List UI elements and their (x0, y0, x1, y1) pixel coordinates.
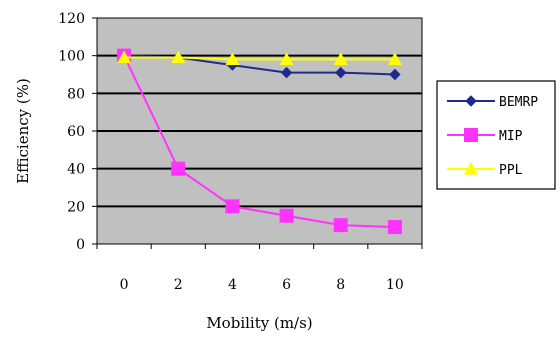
y-tick-label: 60 (67, 124, 85, 140)
data-point-mip (225, 199, 240, 214)
series-ppl (117, 50, 402, 66)
series-line-ppl (124, 56, 395, 61)
x-axis-ticks: 0 2 4 6 8 10 (96, 244, 423, 293)
data-point-mip (171, 161, 186, 176)
data-point-bemrp (389, 68, 401, 81)
x-tick-label: 8 (336, 277, 345, 293)
y-tick-label: 0 (76, 237, 85, 253)
data-point-ppl (117, 50, 132, 64)
legend-marker (464, 128, 478, 142)
y-axis-ticks: 0 20 40 60 80 100 120 (58, 11, 97, 253)
legend-label: PPL (499, 163, 523, 178)
data-point-mip (333, 218, 348, 233)
series-layer (117, 48, 402, 235)
data-point-ppl (333, 52, 348, 66)
x-tick-label: 0 (120, 277, 129, 293)
y-tick-label: 120 (58, 11, 85, 27)
data-point-mip (279, 208, 294, 223)
y-tick-label: 100 (58, 49, 85, 65)
y-tick-label: 80 (67, 86, 85, 102)
x-axis-label: Mobility (m/s) (206, 314, 312, 332)
legend-entry-mip: MIP (447, 128, 523, 144)
x-tick-label: 2 (174, 277, 183, 293)
x-tick-label: 10 (386, 277, 404, 293)
data-point-ppl (279, 52, 294, 66)
y-tick-label: 40 (67, 162, 85, 178)
legend-marker (464, 162, 478, 175)
x-tick-label: 6 (282, 277, 291, 293)
data-point-ppl (225, 52, 240, 66)
data-point-bemrp (280, 66, 293, 79)
legend-entry-ppl: PPL (447, 162, 523, 178)
legend-label: MIP (499, 129, 523, 144)
data-point-ppl (171, 50, 186, 64)
data-point-bemrp (335, 66, 347, 79)
x-tick-label: 4 (228, 277, 237, 293)
series-line-mip (123, 55, 395, 229)
y-axis-label: Efficiency (%) (14, 78, 32, 184)
legend: BEMRP MIP PPL (436, 80, 556, 190)
legend-entry-bemrp: BEMRP (447, 95, 538, 110)
data-point-mip (387, 220, 402, 235)
data-point-ppl (387, 52, 402, 66)
legend-label: BEMRP (499, 95, 538, 110)
y-tick-label: 20 (67, 199, 85, 215)
legend-marker (465, 95, 477, 107)
